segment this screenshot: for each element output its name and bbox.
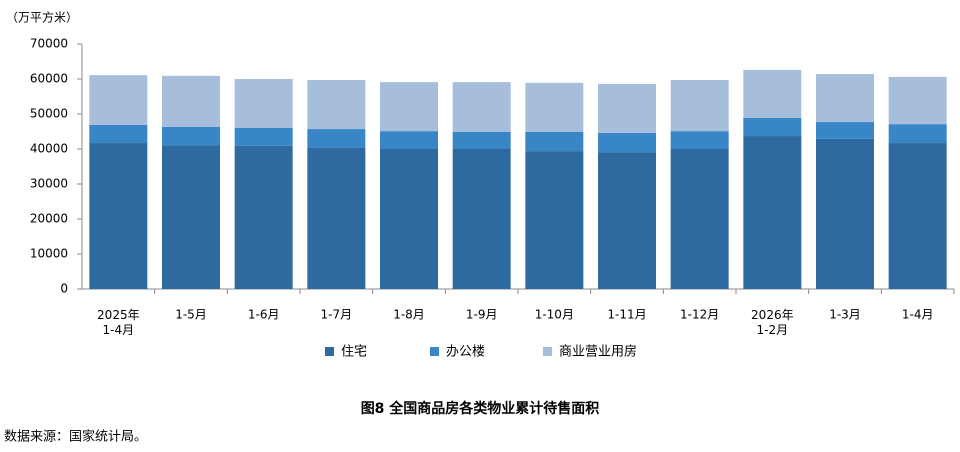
x-tick-label: 2026年 1-2月 xyxy=(751,308,794,337)
unit-label: （万平方米） xyxy=(6,10,78,25)
source-note: 数据来源：国家统计局。 xyxy=(4,429,147,445)
legend-swatch xyxy=(325,347,334,356)
x-tick-label: 1-7月 xyxy=(321,308,353,322)
bar-segment xyxy=(307,147,366,289)
bar-segment xyxy=(888,124,947,144)
bar-segment xyxy=(234,145,293,289)
x-tick-label: 1-3月 xyxy=(829,308,861,322)
bar-segment xyxy=(525,151,584,289)
bar-segment xyxy=(307,80,366,130)
bar-segment xyxy=(743,69,802,118)
y-tick-label: 40000 xyxy=(30,142,68,156)
legend-label: 住宅 xyxy=(341,345,367,360)
bar-segment xyxy=(89,143,148,289)
bar-segment xyxy=(525,82,584,132)
bar-segment xyxy=(670,131,729,149)
y-tick-label: 60000 xyxy=(30,72,68,86)
x-tick-label: 1-4月 xyxy=(902,308,934,322)
bar-segment xyxy=(816,74,874,123)
bar-segment xyxy=(598,132,656,153)
bar-segment xyxy=(816,138,874,289)
bar-segment xyxy=(162,145,220,289)
legend-swatch xyxy=(543,347,552,356)
y-tick-label: 30000 xyxy=(30,177,68,191)
bar-segment xyxy=(743,117,802,137)
bar-segment xyxy=(888,143,947,289)
bar-segment xyxy=(452,82,511,132)
bar-segment xyxy=(234,128,293,146)
x-tick-label: 1-6月 xyxy=(248,308,280,322)
bar-segment xyxy=(598,83,656,133)
legend-label: 办公楼 xyxy=(446,345,485,360)
bar-segment xyxy=(598,152,656,289)
legend-label: 商业营业用房 xyxy=(559,344,637,360)
bar-segment xyxy=(89,75,148,125)
bar-segment xyxy=(234,79,293,128)
x-tick-label: 1-5月 xyxy=(175,308,207,322)
legend-swatch xyxy=(430,347,439,356)
bar-segment xyxy=(525,131,584,152)
y-tick-label: 20000 xyxy=(30,212,68,226)
y-tick-label: 70000 xyxy=(30,37,68,51)
x-tick-label: 1-12月 xyxy=(680,308,719,322)
bar-segment xyxy=(452,149,511,289)
bar-segment xyxy=(380,131,438,149)
bar-segment xyxy=(816,122,874,139)
bar-segment xyxy=(670,149,729,289)
bar-segment xyxy=(162,126,220,146)
bar-segment xyxy=(743,136,802,289)
x-tick-label: 1-10月 xyxy=(535,308,574,322)
bar-segment xyxy=(380,149,438,289)
bar-segment xyxy=(89,124,148,144)
x-tick-label: 2025年 1-4月 xyxy=(97,308,140,337)
x-tick-label: 1-11月 xyxy=(607,308,646,322)
chart-title: 图8 全国商品房各类物业累计待售面积 xyxy=(361,400,600,417)
x-tick-label: 1-9月 xyxy=(466,308,498,322)
bar-segment xyxy=(162,75,220,127)
bar-segment xyxy=(452,131,511,149)
y-tick-label: 10000 xyxy=(30,247,68,261)
bar-segment xyxy=(670,80,729,132)
x-tick-label: 1-8月 xyxy=(393,308,425,322)
y-tick-label: 0 xyxy=(60,282,68,296)
bar-segment xyxy=(307,129,366,148)
bar-segment xyxy=(380,82,438,132)
y-tick-label: 50000 xyxy=(30,107,68,121)
bar-segment xyxy=(888,76,947,125)
